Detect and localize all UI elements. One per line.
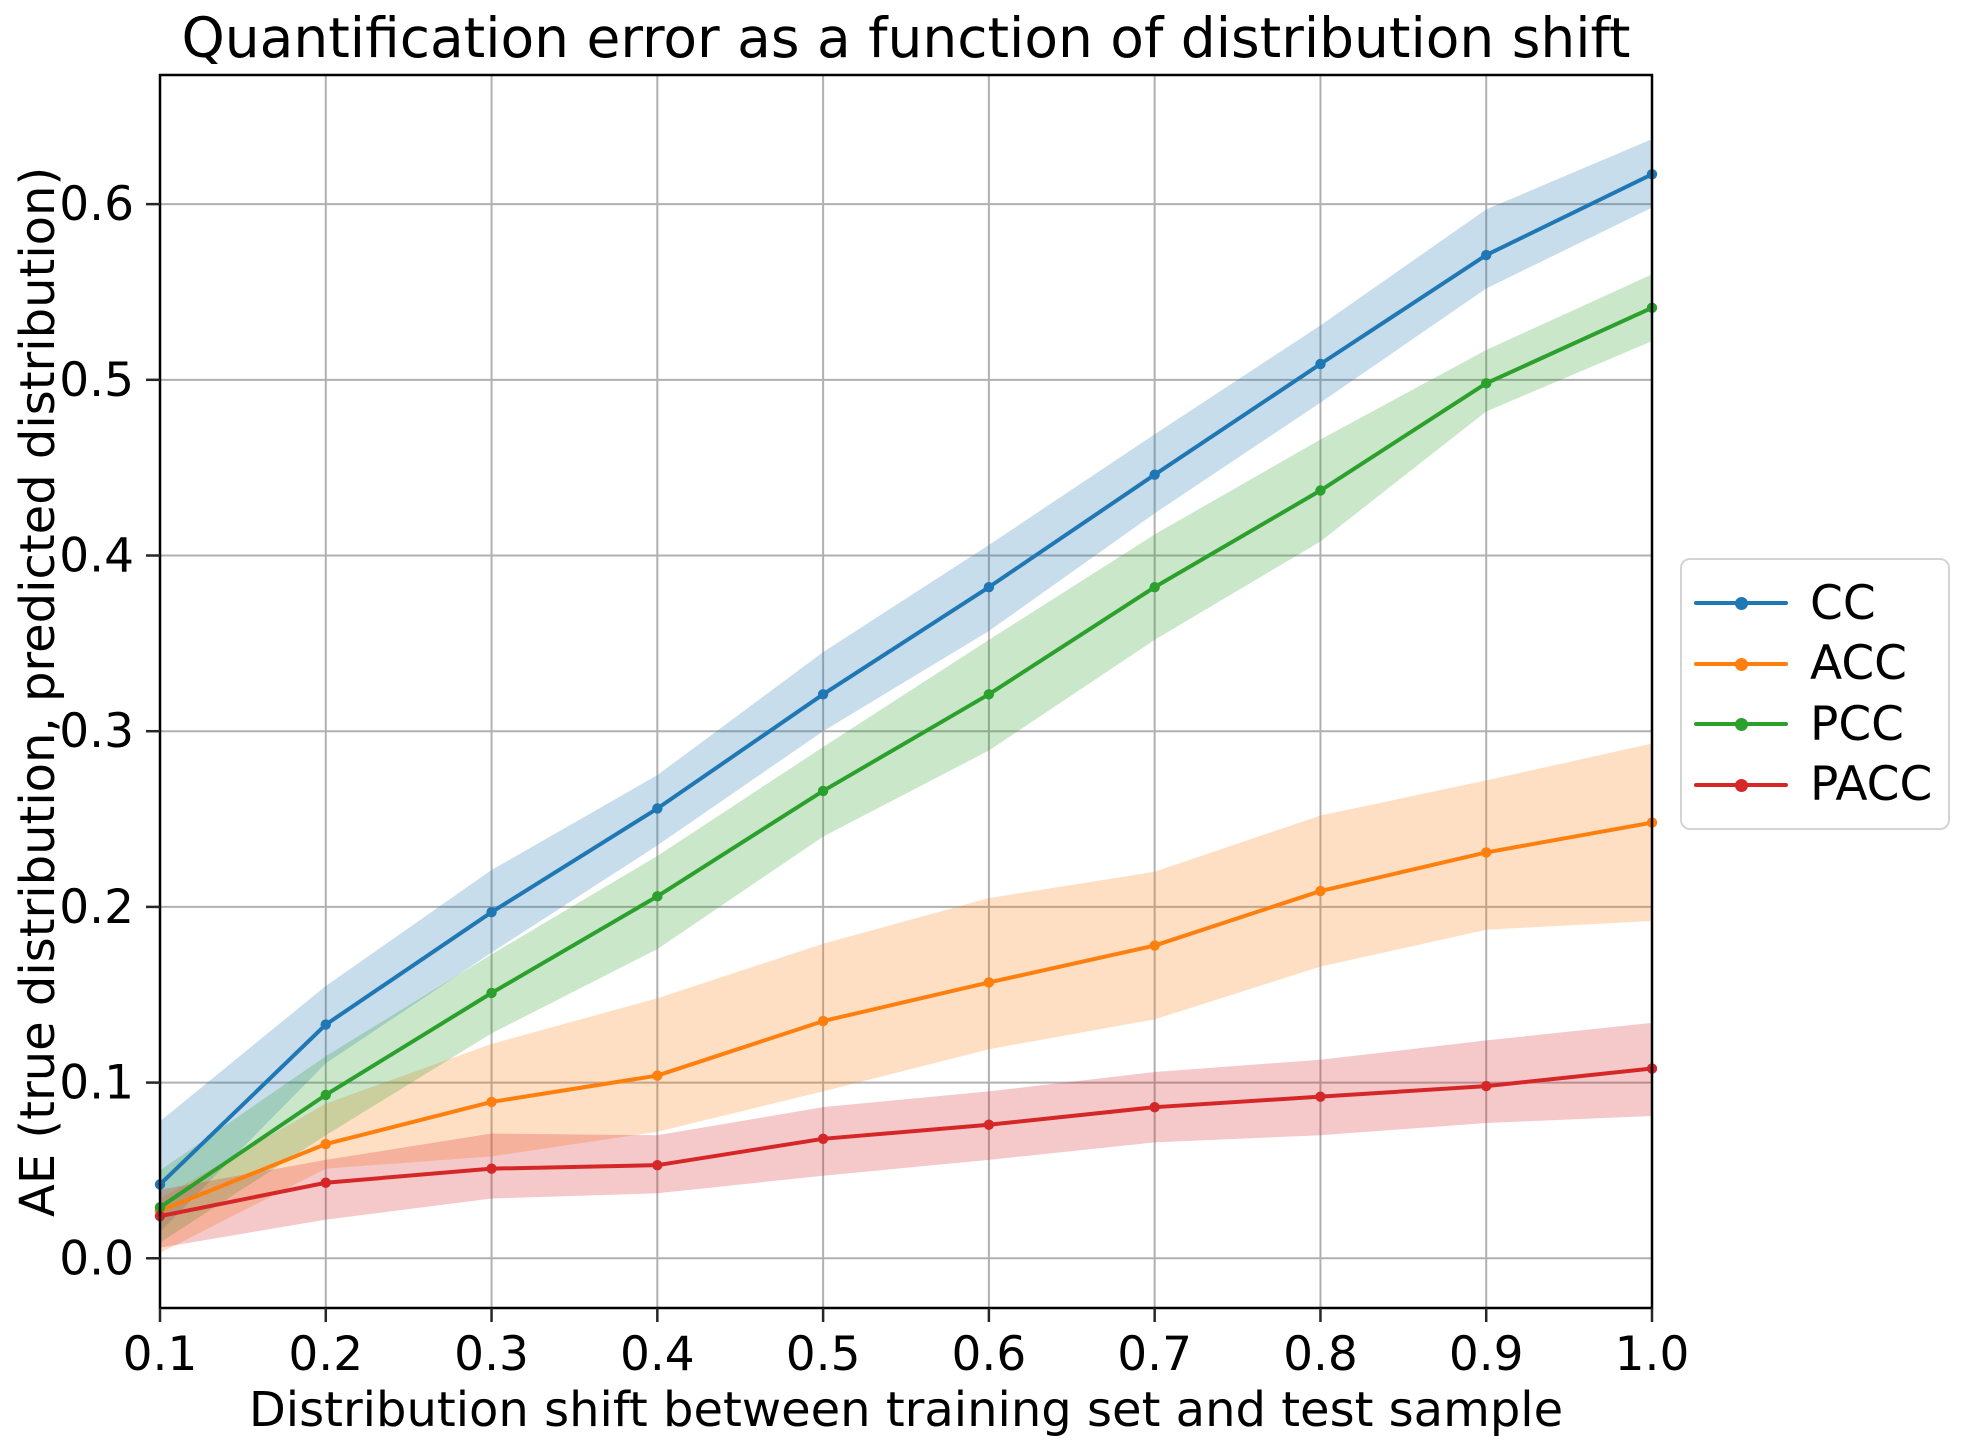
y-tick-label: 0.3 — [59, 704, 134, 759]
y-tick-label: 0.4 — [59, 529, 134, 584]
legend-entry-pcc: PCC — [1694, 701, 1948, 748]
data-point-acc — [1149, 940, 1160, 951]
chart-title: Quantification error as a function of di… — [181, 6, 1631, 70]
y-tick-label: 0.2 — [59, 880, 134, 935]
data-point-pcc — [983, 689, 995, 700]
series-line-pcc — [158, 305, 1654, 1210]
legend-label: CC — [1810, 575, 1876, 631]
data-point-cc — [1315, 358, 1326, 370]
data-point-acc — [486, 1096, 497, 1108]
x-tick-label: 0.3 — [454, 1327, 529, 1382]
data-point-cc — [1149, 469, 1160, 480]
data-point-cc — [652, 803, 663, 814]
y-tick-label: 0.0 — [59, 1231, 134, 1286]
x-tick-label: 0.2 — [288, 1327, 363, 1382]
series-line-pacc — [158, 1066, 1654, 1219]
x-tick-label: 0.8 — [1283, 1327, 1358, 1382]
data-point-acc — [652, 1070, 663, 1081]
legend-line-sample — [1694, 657, 1788, 671]
data-point-acc — [1481, 847, 1492, 858]
confidence-band-pacc — [160, 1022, 1652, 1248]
data-point-acc — [1315, 885, 1326, 897]
data-point-pcc — [652, 891, 663, 902]
data-point-pacc — [320, 1177, 331, 1188]
legend-line-sample — [1694, 778, 1788, 792]
legend-label: PCC — [1810, 696, 1904, 752]
data-point-cc — [1481, 249, 1492, 261]
y-tick-label: 0.5 — [59, 353, 134, 408]
series-line-cc — [158, 172, 1654, 1187]
legend-entry-cc: CC — [1694, 580, 1948, 627]
data-point-pacc — [1149, 1101, 1160, 1113]
confidence-band-cc — [160, 139, 1652, 1232]
data-point-cc — [983, 581, 995, 593]
series-line-acc — [158, 820, 1654, 1213]
data-point-pcc — [1315, 485, 1326, 496]
y-tick-label: 0.1 — [59, 1056, 134, 1111]
data-point-cc — [486, 906, 497, 918]
legend-line-sample — [1694, 596, 1788, 611]
x-tick-label: 0.7 — [1117, 1327, 1192, 1382]
x-tick-label: 0.9 — [1449, 1327, 1524, 1382]
data-point-pacc — [486, 1163, 497, 1174]
data-point-pacc — [1315, 1091, 1326, 1102]
data-point-cc — [817, 689, 829, 700]
data-point-pacc — [1481, 1080, 1492, 1092]
data-point-pcc — [817, 785, 829, 797]
x-tick-label: 1.0 — [1615, 1327, 1690, 1382]
legend-line-sample — [1694, 717, 1788, 732]
legend-entry-pacc: PACC — [1694, 761, 1948, 808]
axes-spines — [158, 73, 1654, 1310]
x-tick-label: 0.5 — [786, 1327, 861, 1382]
confidence-band-acc — [160, 743, 1652, 1254]
data-point-pcc — [320, 1089, 331, 1101]
legend-entry-acc: ACC — [1694, 640, 1948, 687]
x-tick-label: 0.1 — [123, 1327, 198, 1382]
data-point-pcc — [1481, 378, 1492, 389]
y-tick-label: 0.6 — [59, 177, 134, 232]
legend: CC ACC PCC PACC — [1680, 558, 1950, 830]
x-tick-label: 0.6 — [952, 1327, 1027, 1382]
data-point-acc — [320, 1138, 331, 1150]
legend-label: ACC — [1810, 636, 1907, 692]
data-point-cc — [320, 1019, 331, 1030]
data-point-acc — [817, 1015, 829, 1027]
data-point-pacc — [817, 1133, 829, 1145]
data-point-pacc — [983, 1119, 995, 1130]
legend-label: PACC — [1810, 757, 1933, 813]
data-point-pcc — [1149, 581, 1160, 593]
data-point-pacc — [652, 1159, 663, 1171]
data-point-pcc — [486, 987, 497, 999]
x-tick-label: 0.4 — [620, 1327, 695, 1382]
data-point-acc — [983, 977, 995, 988]
x-axis-label: Distribution shift between training set … — [248, 1382, 1564, 1438]
